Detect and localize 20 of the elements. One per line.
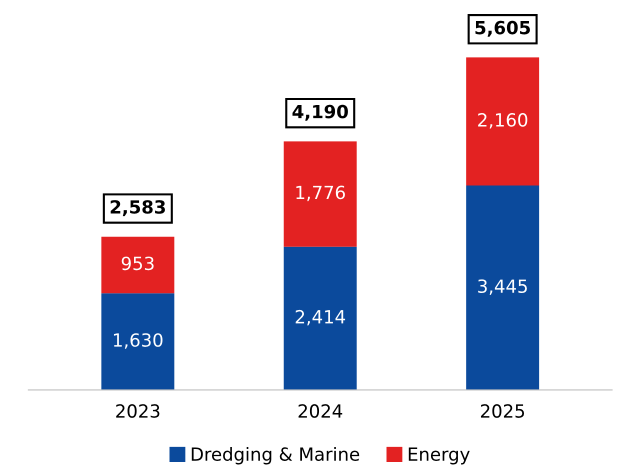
bar <box>101 293 174 390</box>
data-label: 953 <box>122 256 154 270</box>
x-tick-label: 2025 <box>480 404 524 418</box>
bar <box>284 141 357 247</box>
data-label: 1,630 <box>114 333 162 349</box>
x-tick-label: 2024 <box>298 404 342 418</box>
bar <box>284 246 357 390</box>
legend-label: Energy <box>408 448 470 464</box>
data-label: 3,445 <box>478 279 527 295</box>
total-label: 4,190 <box>292 104 348 121</box>
bar <box>466 57 540 186</box>
bar <box>101 236 174 294</box>
total-label: 2,583 <box>110 200 165 216</box>
data-label: 2,160 <box>478 113 528 129</box>
x-tick-label: 2023 <box>116 404 160 418</box>
data-label: 1,776 <box>296 186 345 202</box>
total-label: 5,605 <box>475 20 530 37</box>
data-label: 2,414 <box>296 310 346 326</box>
bar <box>466 186 540 390</box>
legend-label: Dredging & Marine <box>192 446 360 464</box>
